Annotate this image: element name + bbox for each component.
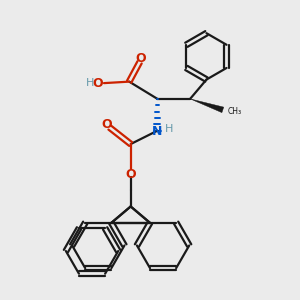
- Polygon shape: [190, 99, 224, 112]
- Text: O: O: [125, 168, 136, 181]
- Text: CH₃: CH₃: [227, 106, 242, 116]
- Text: H: H: [164, 124, 173, 134]
- Text: H: H: [86, 78, 95, 88]
- Text: O: O: [136, 52, 146, 65]
- Text: N: N: [152, 125, 162, 138]
- Text: O: O: [102, 118, 112, 130]
- Text: O: O: [93, 76, 103, 90]
